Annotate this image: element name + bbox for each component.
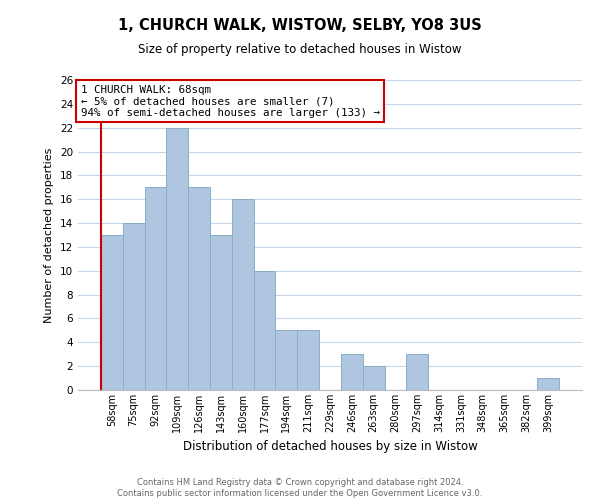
- Bar: [145, 188, 166, 390]
- Bar: [537, 378, 559, 390]
- Bar: [166, 128, 188, 390]
- Text: Contains HM Land Registry data © Crown copyright and database right 2024.
Contai: Contains HM Land Registry data © Crown c…: [118, 478, 482, 498]
- Bar: [341, 354, 363, 390]
- Bar: [232, 199, 254, 390]
- Bar: [363, 366, 385, 390]
- X-axis label: Distribution of detached houses by size in Wistow: Distribution of detached houses by size …: [182, 440, 478, 454]
- Bar: [275, 330, 297, 390]
- Bar: [101, 235, 123, 390]
- Y-axis label: Number of detached properties: Number of detached properties: [44, 148, 55, 322]
- Text: 1, CHURCH WALK, WISTOW, SELBY, YO8 3US: 1, CHURCH WALK, WISTOW, SELBY, YO8 3US: [118, 18, 482, 32]
- Bar: [406, 354, 428, 390]
- Bar: [297, 330, 319, 390]
- Bar: [123, 223, 145, 390]
- Bar: [210, 235, 232, 390]
- Text: Size of property relative to detached houses in Wistow: Size of property relative to detached ho…: [138, 42, 462, 56]
- Text: 1 CHURCH WALK: 68sqm
← 5% of detached houses are smaller (7)
94% of semi-detache: 1 CHURCH WALK: 68sqm ← 5% of detached ho…: [80, 84, 380, 118]
- Bar: [188, 188, 210, 390]
- Bar: [254, 271, 275, 390]
